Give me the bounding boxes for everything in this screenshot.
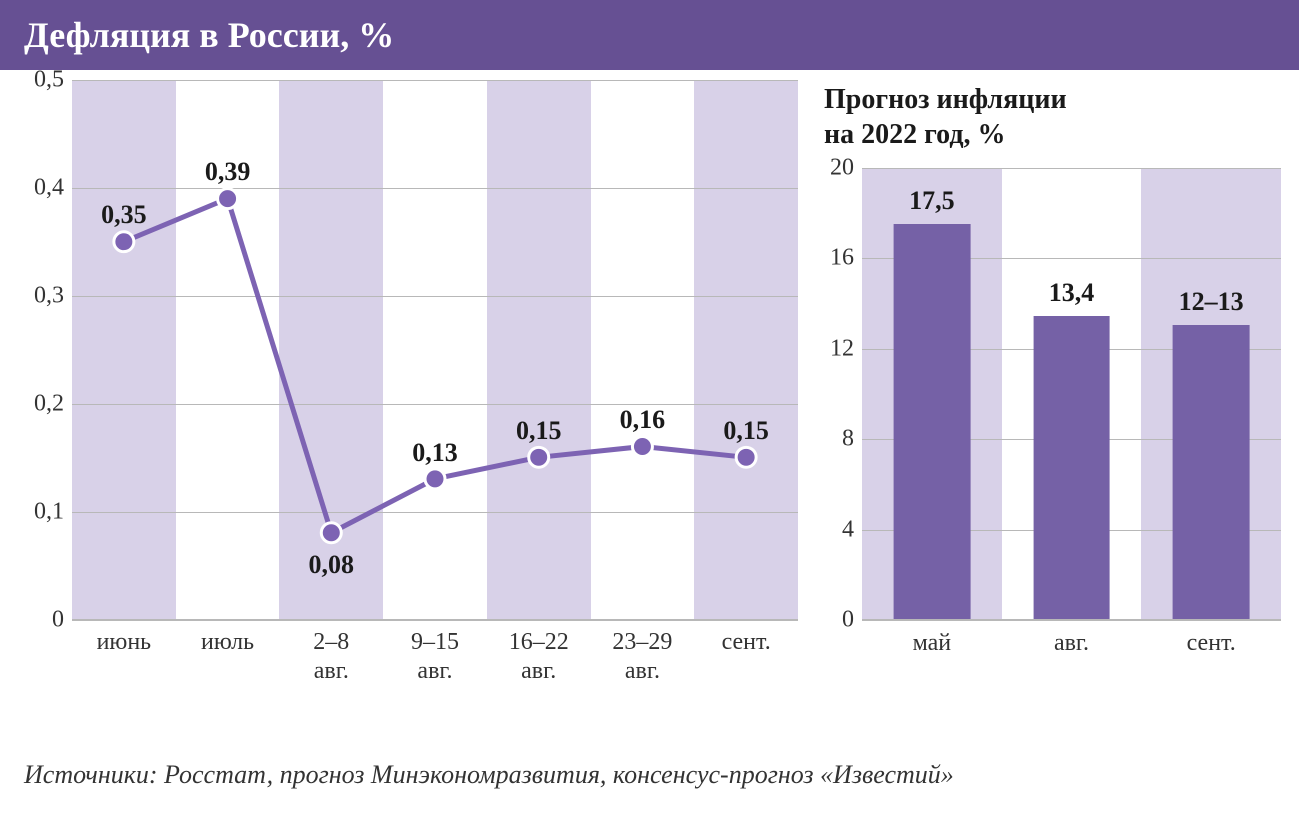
line-y-tick-label: 0,3: [18, 283, 64, 310]
line-value-label: 0,15: [516, 416, 562, 446]
line-x-tick-label: 9–15авг.: [383, 628, 487, 686]
line-marker: [632, 437, 652, 457]
bar-y-tick-label: 20: [818, 155, 854, 182]
line-marker: [321, 523, 341, 543]
line-chart-panel: 0,35 0,39 0,08 0,13 0,15 0,16 0,15 0 0,1 0,2 0,3 0…: [18, 80, 798, 700]
bar-value-label: 17,5: [909, 186, 955, 216]
bar-x-tick-label: май: [913, 630, 952, 657]
line-marker: [218, 189, 238, 209]
line-y-tick-label: 0: [18, 607, 64, 634]
line-x-tick-label: 2–8авг.: [279, 628, 383, 686]
bar-y-tick-label: 4: [818, 516, 854, 543]
bar-chart-title: Прогноз инфляциина 2022 год, %: [824, 82, 1281, 152]
bar-y-tick-label: 0: [818, 607, 854, 634]
line-value-label: 0,15: [723, 416, 769, 446]
line-x-tick-label: 23–29авг.: [591, 628, 695, 686]
bar-y-tick-label: 8: [818, 426, 854, 453]
bar-rect: [1033, 316, 1110, 619]
bar-value-label: 12–13: [1179, 287, 1244, 317]
line-value-label: 0,16: [620, 405, 666, 435]
line-chart-svg: [72, 80, 798, 619]
line-chart-x-axis: июньиюль2–8авг.9–15авг.16–22авг.23–29авг…: [72, 620, 852, 700]
bar-y-tick-label: 16: [818, 245, 854, 272]
line-marker: [736, 447, 756, 467]
line-value-label: 0,08: [309, 550, 355, 580]
line-marker: [425, 469, 445, 489]
line-x-tick-label: 16–22авг.: [487, 628, 591, 686]
line-marker: [529, 447, 549, 467]
line-value-label: 0,39: [205, 157, 251, 187]
bar-chart-panel: Прогноз инфляциина 2022 год, % 17,5 13,4 1…: [818, 80, 1281, 700]
bar-gridline: [862, 168, 1281, 169]
source-footer: Источники: Росстат, прогноз Минэкономраз…: [24, 760, 954, 790]
bar-x-tick-label: сент.: [1187, 630, 1236, 657]
line-y-tick-label: 0,1: [18, 499, 64, 526]
line-y-tick-label: 0,5: [18, 67, 64, 94]
line-marker: [114, 232, 134, 252]
line-value-label: 0,35: [101, 200, 147, 230]
bar-y-tick-label: 12: [818, 335, 854, 362]
line-value-label: 0,13: [412, 438, 458, 468]
line-x-tick-label: июнь: [72, 628, 176, 657]
charts-row: 0,35 0,39 0,08 0,13 0,15 0,16 0,15 0 0,1 0,2 0,3 0…: [0, 70, 1299, 700]
bar-x-tick-label: авг.: [1054, 630, 1089, 657]
bar-chart-x-axis: май авг. сент.: [862, 620, 1299, 670]
line-x-tick-label: сент.: [694, 628, 798, 657]
bar-rect: [1173, 325, 1250, 619]
bar-value-label: 13,4: [1049, 278, 1095, 308]
bar-rect: [893, 224, 970, 620]
bar-chart-plot: 17,513,412–13 048121620: [818, 168, 1281, 620]
line-y-tick-label: 0,4: [18, 175, 64, 202]
line-y-tick-label: 0,2: [18, 391, 64, 418]
line-x-tick-label: июль: [176, 628, 280, 657]
line-chart-plot: 0,350,390,080,130,150,160,15 00,10,20,30…: [18, 80, 798, 620]
page-title: Дефляция в России, %: [0, 0, 1299, 70]
